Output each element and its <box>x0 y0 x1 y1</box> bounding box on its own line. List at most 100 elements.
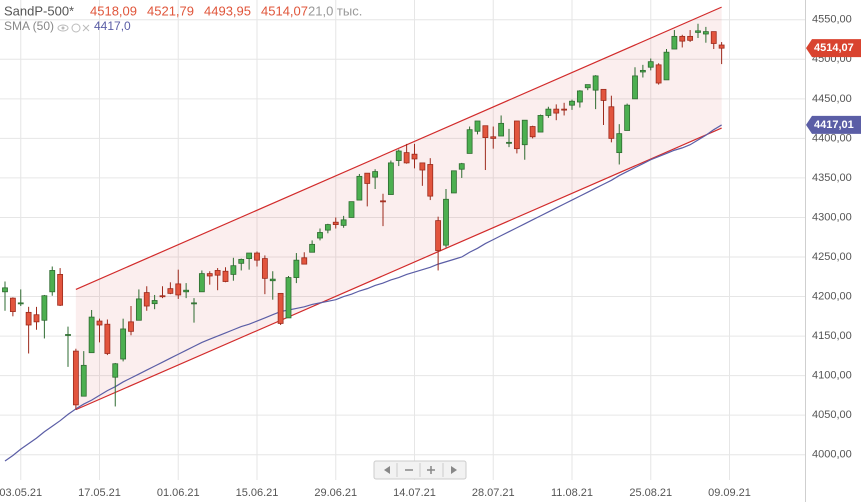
candle-body <box>238 258 245 264</box>
candle-body <box>521 119 528 146</box>
candle-body <box>135 298 142 321</box>
x-tick-label: 03.05.21 <box>0 487 42 499</box>
scroll-right-button[interactable] <box>451 466 457 474</box>
candle-body <box>159 295 166 298</box>
candle-body <box>380 200 386 203</box>
candle-body <box>513 120 520 150</box>
candle-body <box>679 35 686 42</box>
candle-body <box>104 323 111 354</box>
x-tick-label: 29.06.21 <box>314 487 357 499</box>
candle-body <box>702 31 709 35</box>
candle-body <box>710 31 717 44</box>
y-tick-label: 4150,00 <box>812 330 852 342</box>
y-tick-label: 4450,00 <box>812 93 852 105</box>
y-tick-label: 4300,00 <box>812 211 852 223</box>
candle-body <box>616 133 623 154</box>
candle-body <box>687 35 694 41</box>
candle-body <box>395 150 402 161</box>
candle-body <box>639 69 646 73</box>
candle-body <box>41 295 48 321</box>
candle-body <box>301 257 308 265</box>
candle-body <box>490 136 497 139</box>
y-tick-label: 4100,00 <box>812 370 852 382</box>
candle-body <box>474 120 481 132</box>
indicator-value: 4417,0 <box>94 19 131 33</box>
candle-body <box>151 300 158 305</box>
x-tick-label: 01.06.21 <box>157 487 200 499</box>
scroll-left-button[interactable] <box>384 466 390 474</box>
price-tag <box>806 115 861 134</box>
candle-body <box>293 259 300 278</box>
x-tick-label: 17.05.21 <box>78 487 121 499</box>
zoom-in-button[interactable] <box>427 466 435 474</box>
candle-body <box>600 88 607 101</box>
price-tag-label: 4514,07 <box>814 42 854 54</box>
candle-body <box>356 175 363 201</box>
candle-body <box>230 265 237 275</box>
candle-body <box>537 115 544 133</box>
symbol-title: SandP-500* <box>4 3 74 18</box>
header: SandP-500* 4518,09 4521,79 4493,95 4514,… <box>4 3 362 33</box>
candle-body <box>167 288 174 294</box>
candle-body <box>57 273 64 306</box>
candle-body <box>128 321 134 332</box>
candle-body <box>569 100 575 106</box>
y-axis: 4000,00 4050,00 4100,00 4150,00 4200,00 4250,… <box>0 14 861 499</box>
candle-body <box>191 302 197 305</box>
candle-body <box>261 258 268 279</box>
candle-body <box>277 292 284 324</box>
price-tag-label: 4417,01 <box>814 119 854 131</box>
nav-controls <box>373 460 467 480</box>
channel-fill <box>75 7 722 410</box>
low-label: 4493,95 <box>204 3 251 18</box>
y-tick-label: 4400,00 <box>812 132 852 144</box>
candle-body <box>340 219 347 226</box>
candle-body <box>65 334 71 336</box>
candle-body <box>553 108 560 114</box>
candle-body <box>9 297 16 312</box>
indicator-name: SMA (50) <box>4 19 54 33</box>
candle-body <box>450 170 457 194</box>
candle-body <box>143 292 150 307</box>
x-tick-label: 25.08.21 <box>629 487 672 499</box>
y-tick-label: 4050,00 <box>812 409 852 421</box>
candle-body <box>324 224 331 231</box>
price-tag <box>806 39 861 58</box>
y-tick-label: 4550,00 <box>812 14 852 26</box>
candle-body <box>285 277 292 319</box>
candle-body <box>17 302 24 305</box>
candle-body <box>592 75 599 91</box>
candle-body <box>529 126 536 138</box>
candle-body <box>254 252 260 261</box>
candle-body <box>663 51 670 81</box>
candle-body <box>206 273 213 277</box>
candle-body <box>506 141 512 144</box>
candle-body <box>49 270 56 293</box>
volume-label: 21,0 тыс. <box>308 3 362 18</box>
candle-body <box>364 172 371 184</box>
candle-body <box>25 311 32 326</box>
candle-body <box>332 221 339 225</box>
x-tick-label: 11.08.21 <box>551 487 593 499</box>
channel-upper <box>75 6 722 290</box>
candle-body <box>411 153 418 160</box>
candle-body <box>624 104 631 131</box>
candle-body <box>403 152 410 164</box>
candle-body <box>309 243 316 253</box>
y-tick-label: 4200,00 <box>812 290 852 302</box>
candle-body <box>246 252 253 259</box>
candle-body <box>317 232 323 239</box>
candle-body <box>33 314 40 323</box>
candle-body <box>482 125 489 138</box>
candle-body <box>175 283 182 296</box>
candle-body <box>671 35 678 50</box>
grid <box>0 0 805 480</box>
candle-body <box>72 350 79 406</box>
x-tick-label: 09.09.21 <box>708 487 751 499</box>
x-tick-label: 28.07.21 <box>472 487 515 499</box>
candle-body <box>466 129 473 154</box>
indicator-icons[interactable] <box>57 23 90 33</box>
candle-body <box>372 171 379 178</box>
candle-body <box>198 273 205 293</box>
candle-body <box>269 278 276 282</box>
